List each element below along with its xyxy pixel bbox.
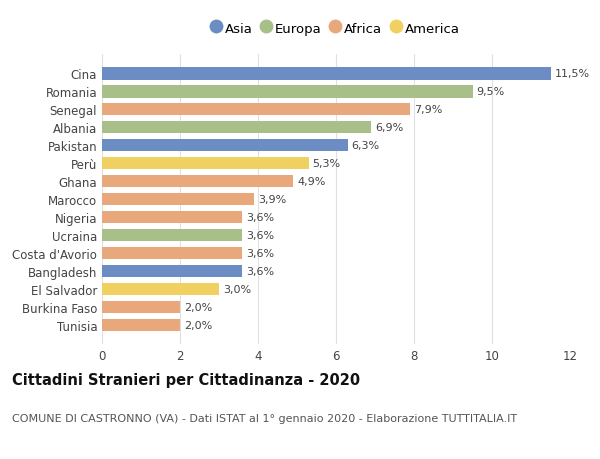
Text: Cittadini Stranieri per Cittadinanza - 2020: Cittadini Stranieri per Cittadinanza - 2… (12, 372, 360, 387)
Bar (102, 194, 254, 206)
Text: 3,6%: 3,6% (247, 266, 274, 276)
Legend: Asia, Europa, Africa, America: Asia, Europa, Africa, America (209, 18, 463, 39)
Text: 3,9%: 3,9% (258, 195, 286, 205)
Bar (102, 104, 410, 116)
Text: 2,0%: 2,0% (184, 320, 212, 330)
Bar (102, 212, 242, 224)
Text: 9,5%: 9,5% (476, 87, 505, 97)
Bar (102, 122, 371, 134)
Bar (102, 301, 180, 313)
Text: 2,0%: 2,0% (184, 302, 212, 312)
Text: 5,3%: 5,3% (313, 159, 341, 169)
Text: COMUNE DI CASTRONNO (VA) - Dati ISTAT al 1° gennaio 2020 - Elaborazione TUTTITAL: COMUNE DI CASTRONNO (VA) - Dati ISTAT al… (12, 413, 517, 423)
Text: 4,9%: 4,9% (297, 177, 325, 187)
Text: 3,6%: 3,6% (247, 213, 274, 223)
Bar (102, 140, 348, 152)
Text: 3,6%: 3,6% (247, 248, 274, 258)
Text: 7,9%: 7,9% (414, 105, 442, 115)
Bar (102, 247, 242, 259)
Bar (102, 230, 242, 241)
Bar (102, 158, 309, 170)
Bar (102, 176, 293, 188)
Text: 6,3%: 6,3% (352, 141, 380, 151)
Bar (102, 265, 242, 277)
Text: 6,9%: 6,9% (375, 123, 403, 133)
Text: 3,0%: 3,0% (223, 284, 251, 294)
Text: 3,6%: 3,6% (247, 230, 274, 241)
Bar (102, 86, 473, 98)
Bar (102, 68, 551, 80)
Text: 11,5%: 11,5% (554, 69, 590, 79)
Bar (102, 319, 180, 331)
Bar (102, 283, 219, 295)
